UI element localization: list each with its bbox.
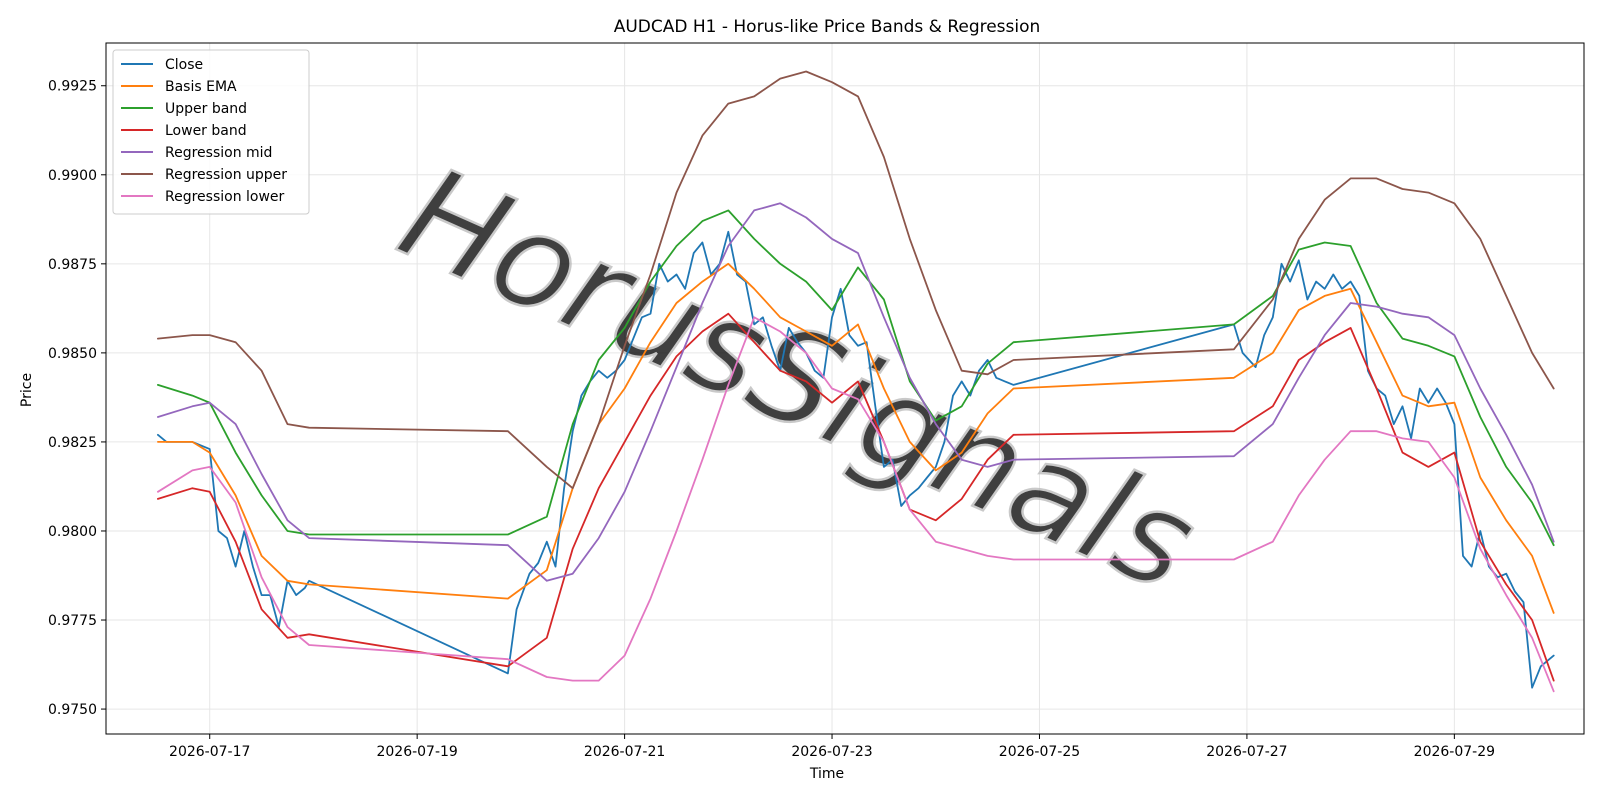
legend-label: Regression lower: [165, 189, 285, 205]
x-tick-label: 2026-07-27: [1206, 744, 1287, 760]
chart-title: AUDCAD H1 - Horus-like Price Bands & Reg…: [614, 17, 1041, 37]
y-tick-label: 0.9825: [48, 435, 97, 451]
x-axis: 2026-07-17 2026-07-19 2026-07-21 2026-07-23…: [169, 734, 1495, 760]
plot-area-frame: [105, 42, 1585, 735]
x-axis-label: Time: [809, 766, 844, 782]
series-line-basis-ema: [156, 262, 1555, 614]
y-axis-label: Price: [19, 373, 35, 407]
series-line-lower-band: [156, 312, 1555, 682]
legend-label: Regression mid: [165, 145, 272, 161]
y-tick-label: 0.9800: [48, 524, 97, 540]
series-line-regression-upper: [156, 70, 1555, 490]
x-tick-label: 2026-07-21: [584, 744, 665, 760]
legend-label: Regression upper: [165, 167, 287, 183]
y-tick-label: 0.9750: [48, 702, 97, 718]
x-tick-label: 2026-07-25: [999, 744, 1080, 760]
legend-label: Lower band: [165, 123, 247, 139]
legend-label: Upper band: [165, 101, 247, 117]
legend-label: Basis EMA: [165, 79, 237, 95]
y-tick-label: 0.9775: [48, 613, 97, 629]
x-tick-label: 2026-07-29: [1414, 744, 1495, 760]
y-tick-label: 0.9925: [48, 79, 97, 95]
x-tick-label: 2026-07-19: [376, 744, 457, 760]
series-line-regression-lower: [156, 316, 1555, 693]
y-tick-label: 0.9875: [48, 257, 97, 273]
series-lines: [156, 70, 1555, 693]
legend: Close Basis EMA Upper band Lower band Regres…: [112, 49, 310, 215]
legend-label: Close: [165, 57, 203, 73]
y-axis: 0.9750 0.9775 0.9800 0.9825 0.9850 0.9875 0.99…: [48, 79, 106, 718]
series-line-upper-band: [156, 209, 1555, 547]
x-tick-label: 2026-07-23: [791, 744, 872, 760]
legend-box: [112, 49, 310, 215]
x-tick-label: 2026-07-17: [169, 744, 250, 760]
series-line-regression-mid: [156, 202, 1555, 582]
y-tick-label: 0.9900: [48, 168, 97, 184]
y-tick-label: 0.9850: [48, 346, 97, 362]
series-line-close: [156, 230, 1555, 689]
